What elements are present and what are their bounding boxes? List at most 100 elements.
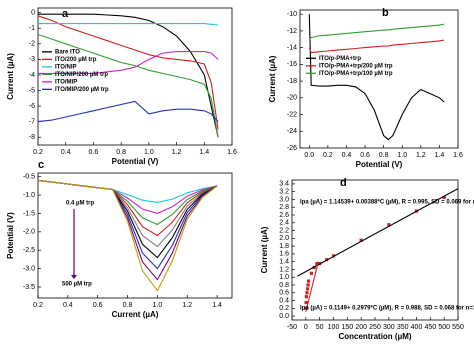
x-tick-label: 350 bbox=[397, 324, 409, 331]
x-tick-label: 1.2 bbox=[416, 152, 426, 159]
y-tick-label: -7 bbox=[29, 118, 35, 125]
x-tick-label: 0.2 bbox=[33, 149, 43, 156]
x-tick-label: 0.2 bbox=[323, 152, 333, 159]
x-tick-label: 0.0 bbox=[304, 152, 314, 159]
series-line bbox=[37, 15, 219, 130]
y-axis-label: Current (µA) bbox=[260, 226, 269, 273]
legend-label: ITO/p-PMA+trp bbox=[319, 56, 361, 62]
y-tick-label: -24 bbox=[287, 128, 297, 135]
y-tick-label: 1.2 bbox=[279, 266, 289, 273]
y-tick-label: -2.0 bbox=[23, 229, 35, 236]
x-tick-label: 0 bbox=[304, 324, 308, 331]
y-tick-label: -6 bbox=[29, 103, 35, 110]
legend-label: Bare ITO bbox=[55, 49, 80, 55]
series-line bbox=[37, 33, 219, 138]
data-point bbox=[304, 295, 308, 299]
y-axis-label: Potential (V) bbox=[6, 212, 15, 259]
y-tick-label: -5 bbox=[29, 87, 35, 94]
data-point bbox=[305, 291, 309, 295]
y-tick-label: 3.4 bbox=[279, 181, 289, 188]
series-line bbox=[297, 188, 459, 277]
plot-frame bbox=[299, 9, 459, 149]
legend-label: ITO/MIP bbox=[55, 79, 77, 85]
x-tick-label: 1.2 bbox=[182, 302, 192, 309]
legend-label: ITO/NIP bbox=[55, 64, 77, 70]
data-point bbox=[305, 287, 310, 291]
panel-letter: c bbox=[38, 159, 44, 171]
y-axis-label: Current (µA) bbox=[268, 55, 277, 102]
x-tick-label: 0.6 bbox=[360, 152, 370, 159]
series-line bbox=[37, 179, 218, 248]
x-tick-label: 100 bbox=[328, 324, 340, 331]
data-point bbox=[309, 271, 313, 275]
x-tick-label: 550 bbox=[452, 324, 464, 331]
x-tick-label: 1.0 bbox=[153, 302, 163, 309]
y-tick-label: 3.0 bbox=[279, 196, 289, 203]
data-point bbox=[331, 254, 336, 258]
x-axis-label: Potential (V) bbox=[356, 160, 403, 169]
data-point bbox=[304, 300, 308, 305]
y-tick-label: 0 bbox=[31, 10, 35, 17]
series-line bbox=[37, 100, 219, 123]
y-tick-label: 0.4 bbox=[279, 297, 289, 304]
x-tick-label: 150 bbox=[341, 324, 353, 331]
series-line bbox=[38, 51, 219, 74]
y-tick-label: 0.6 bbox=[279, 290, 289, 297]
legend-label: ITO/200 µM trp bbox=[55, 57, 97, 63]
y-tick-label: -1.5 bbox=[23, 210, 35, 217]
x-tick-label: 0.6 bbox=[93, 302, 103, 309]
x-tick-label: 400 bbox=[411, 324, 423, 331]
y-tick-label: 1.0 bbox=[279, 274, 289, 281]
y-tick-label: 0.8 bbox=[279, 282, 289, 289]
y-tick-label: 2.2 bbox=[279, 227, 289, 234]
y-axis-label: Current (µA) bbox=[6, 53, 15, 100]
x-tick-label: 0.8 bbox=[116, 149, 126, 156]
y-tick-label: -0.5 bbox=[23, 174, 35, 181]
arrow-head bbox=[71, 275, 77, 279]
series-line bbox=[308, 14, 445, 141]
y-tick-label: -2.5 bbox=[23, 247, 35, 254]
y-tick-label: 0.0 bbox=[279, 313, 289, 320]
x-tick-label: 1.4 bbox=[435, 152, 445, 159]
y-tick-label: 2.6 bbox=[279, 212, 289, 219]
y-tick-label: 3.2 bbox=[279, 189, 289, 196]
x-axis-label: Concentration (µM) bbox=[338, 332, 411, 341]
legend-label: ITO/p-PMA+trp/200 µM trp bbox=[319, 63, 393, 69]
series-line bbox=[308, 23, 445, 40]
y-tick-label: 1.4 bbox=[279, 259, 289, 266]
x-tick-label: 0.2 bbox=[33, 302, 43, 309]
annotation: 500 µM trp bbox=[62, 282, 92, 288]
x-axis-label: Current (µA) bbox=[112, 310, 159, 319]
data-point bbox=[315, 262, 319, 266]
series-line bbox=[305, 261, 319, 312]
y-tick-label: -12 bbox=[287, 28, 297, 35]
x-tick-label: 450 bbox=[424, 324, 436, 331]
x-axis-label: Potential (V) bbox=[112, 157, 159, 166]
data-point bbox=[359, 238, 363, 242]
x-tick-label: 0.4 bbox=[61, 149, 71, 156]
y-tick-label: 1.6 bbox=[279, 251, 289, 258]
data-point bbox=[307, 279, 311, 283]
legend-label: ITO/MIP/200 µM trp bbox=[55, 87, 109, 93]
x-tick-label: 1.6 bbox=[227, 149, 237, 156]
y-tick-label: 0.2 bbox=[279, 305, 289, 312]
annotation: Ipa (µA) = 0.1149+ 0.2979*C (µM), R = 0.… bbox=[300, 306, 474, 312]
x-tick-label: 300 bbox=[383, 324, 395, 331]
series-line bbox=[37, 179, 218, 292]
plot-frame bbox=[37, 7, 233, 146]
x-tick-label: 0.6 bbox=[89, 149, 99, 156]
y-tick-label: -18 bbox=[287, 78, 297, 85]
x-tick-label: 200 bbox=[355, 324, 367, 331]
y-tick-label: -8 bbox=[29, 134, 35, 141]
x-tick-label: 1.4 bbox=[199, 149, 209, 156]
y-tick-label: -3.5 bbox=[23, 284, 35, 291]
y-tick-label: -20 bbox=[287, 95, 297, 102]
x-tick-label: 1.6 bbox=[453, 152, 463, 159]
x-tick-label: 1.2 bbox=[172, 149, 182, 156]
legend-label: ITO/NIP/200 µM trp bbox=[55, 72, 108, 78]
series-line bbox=[308, 39, 445, 54]
y-tick-label: 2.8 bbox=[279, 204, 289, 211]
y-tick-label: -1 bbox=[29, 25, 35, 32]
plot-frame bbox=[37, 172, 233, 299]
